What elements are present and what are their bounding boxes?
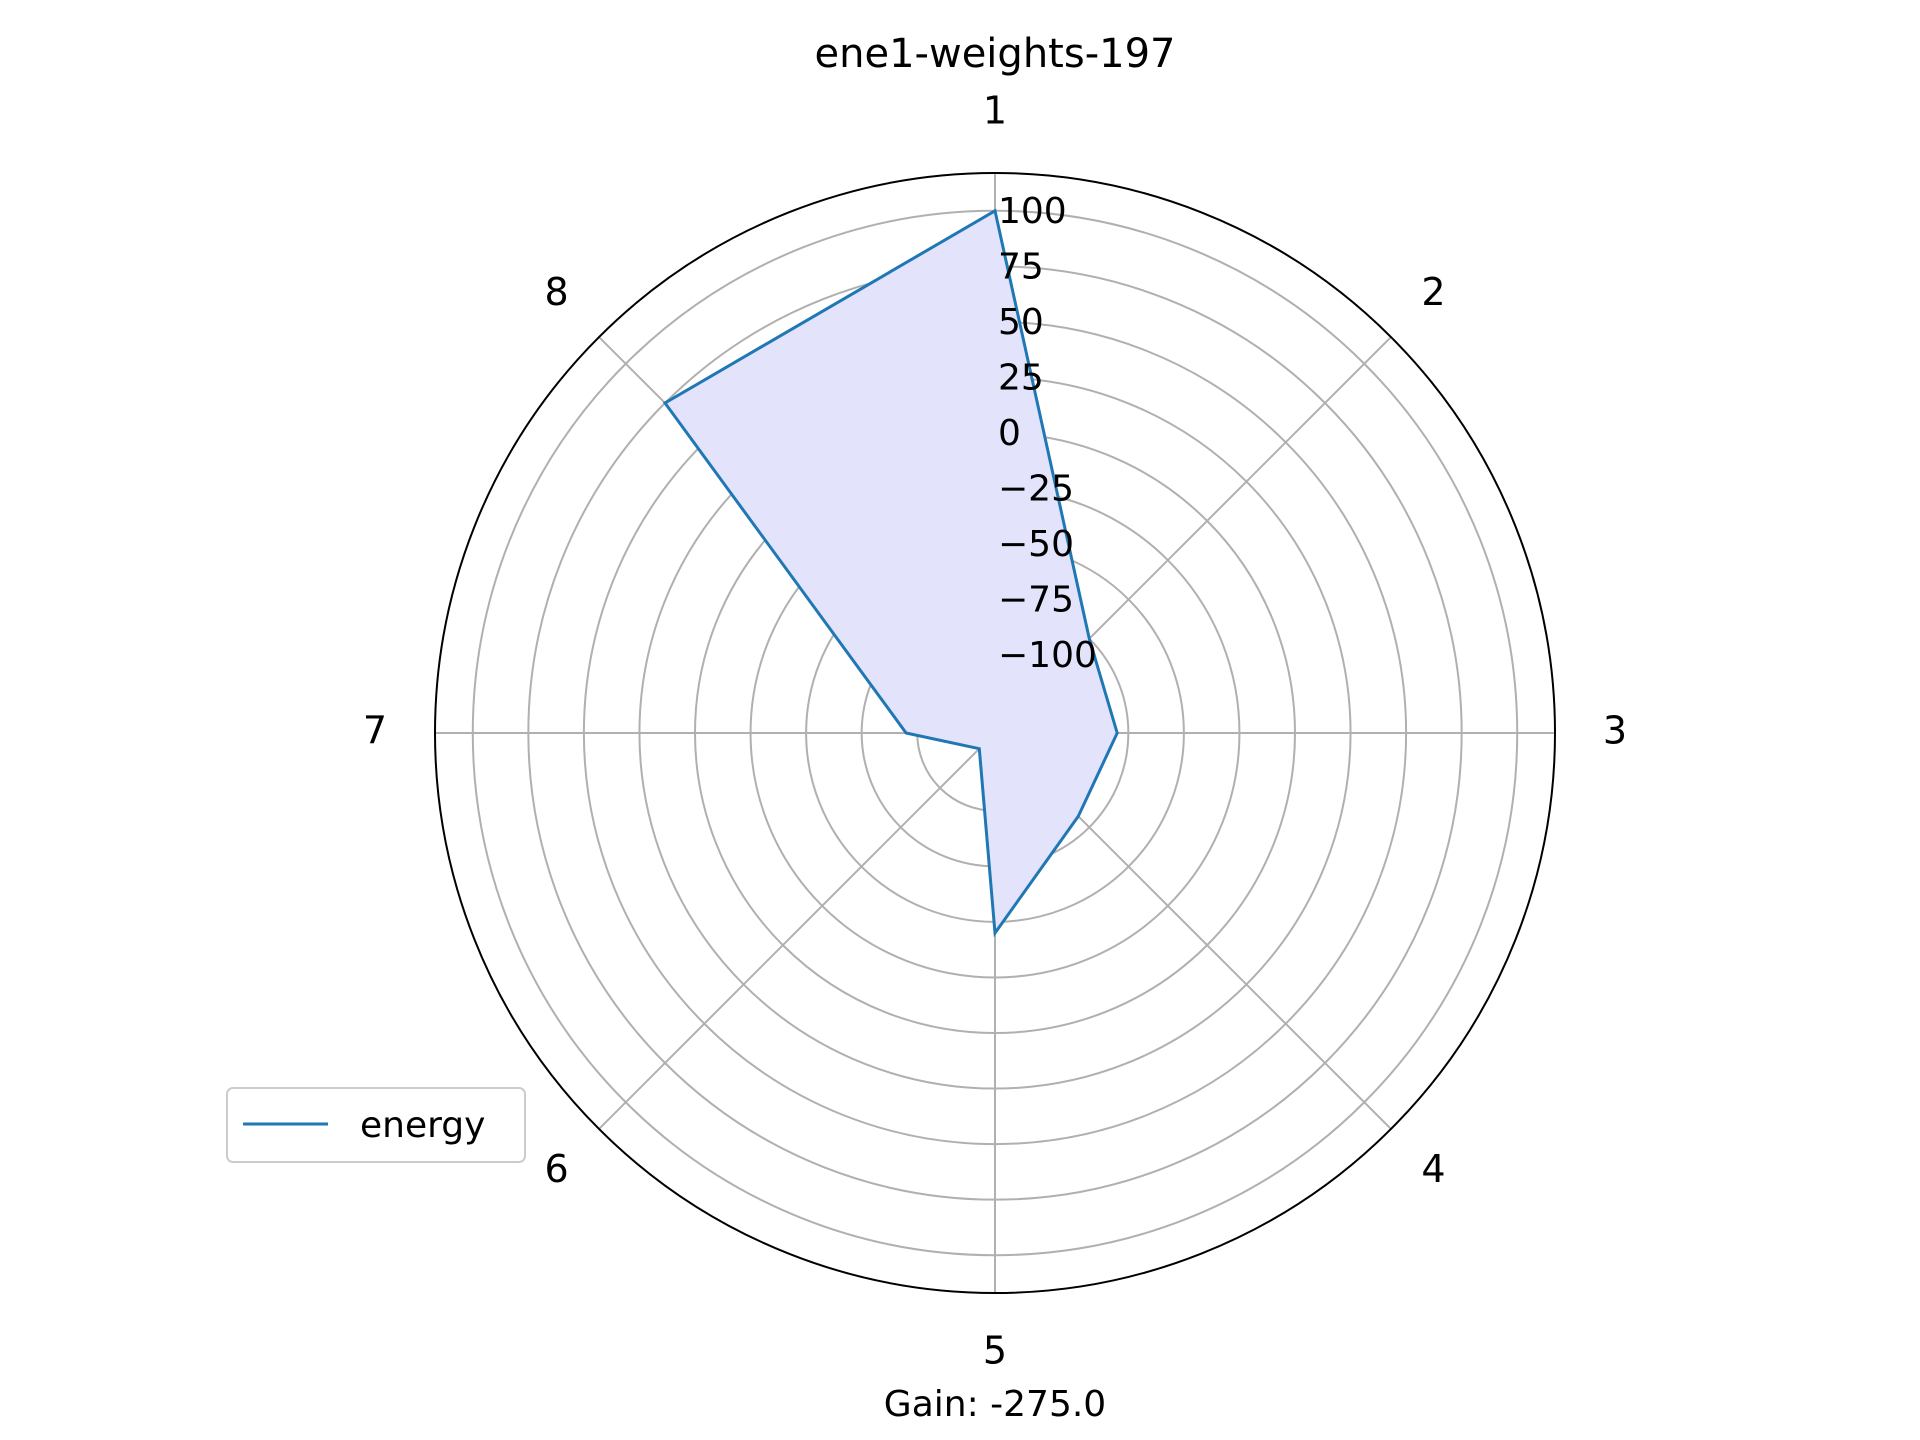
chart-title: ene1-weights-197 — [815, 31, 1176, 77]
rtick-label: −50 — [998, 524, 1074, 565]
series-line-energy — [662, 208, 1119, 938]
rtick-label: 100 — [998, 191, 1067, 232]
rtick-label: 50 — [998, 302, 1044, 343]
legend: energy — [226, 1087, 526, 1163]
radial-tick-labels: 100 75 50 25 0 −25 −50 −75 −100 — [998, 191, 1097, 676]
rtick-label: 75 — [998, 246, 1044, 287]
rtick-label: 0 — [998, 413, 1021, 454]
data-layer — [662, 208, 1119, 938]
category-labels: 1 2 3 4 5 6 7 8 — [363, 89, 1627, 1373]
category-label: 1 — [983, 89, 1007, 133]
category-label: 4 — [1421, 1147, 1445, 1191]
spoke-6 — [598, 732, 996, 1130]
rtick-label: −25 — [998, 469, 1074, 510]
category-label: 6 — [545, 1147, 569, 1191]
category-label: 5 — [983, 1329, 1007, 1373]
gain-footer: Gain: -275.0 — [884, 1384, 1106, 1425]
rtick-label: 25 — [998, 357, 1044, 398]
legend-box — [226, 1087, 526, 1163]
series-fill-energy — [665, 210, 1118, 934]
rtick-label: −75 — [998, 580, 1074, 621]
category-label: 2 — [1421, 270, 1445, 314]
category-label: 8 — [545, 270, 569, 314]
rtick-label: −100 — [998, 635, 1097, 676]
legend-label-energy: energy — [360, 1105, 485, 1146]
category-label: 3 — [1603, 709, 1627, 753]
category-label: 7 — [363, 709, 387, 753]
polar-frame — [434, 172, 1556, 1294]
